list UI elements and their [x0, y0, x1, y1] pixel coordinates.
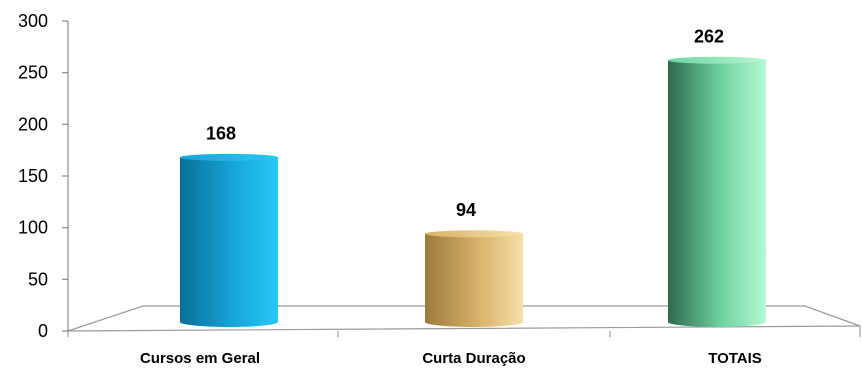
y-tick-label: 150 [18, 166, 48, 186]
data-label: 94 [456, 200, 476, 220]
x-tick-label: Cursos em Geral [140, 350, 260, 367]
floor-plane [67, 305, 861, 332]
y-tick-label: 50 [28, 269, 48, 289]
bar-top [180, 153, 278, 161]
bar-top [668, 56, 766, 64]
y-axis: 0 50 100 150 200 250 300 [18, 11, 861, 341]
chart-floor [67, 305, 861, 332]
y-tick-label: 200 [18, 114, 48, 134]
bars [180, 56, 766, 327]
data-label: 168 [206, 123, 236, 143]
x-tick-label: Curta Duração [422, 350, 525, 367]
bar [425, 233, 523, 327]
data-label: 262 [694, 26, 724, 46]
bar [180, 157, 278, 327]
y-tick-label: 300 [18, 11, 48, 31]
labels: 168 Cursos em Geral 94 Curta Duração 262 TOTA… [140, 26, 762, 367]
y-tick-label: 100 [18, 218, 48, 238]
y-tick-label: 0 [38, 321, 48, 341]
y-tick-label: 250 [18, 63, 48, 83]
bar [668, 60, 766, 327]
bar-top [425, 230, 523, 238]
x-tick-label: TOTAIS [708, 350, 762, 367]
